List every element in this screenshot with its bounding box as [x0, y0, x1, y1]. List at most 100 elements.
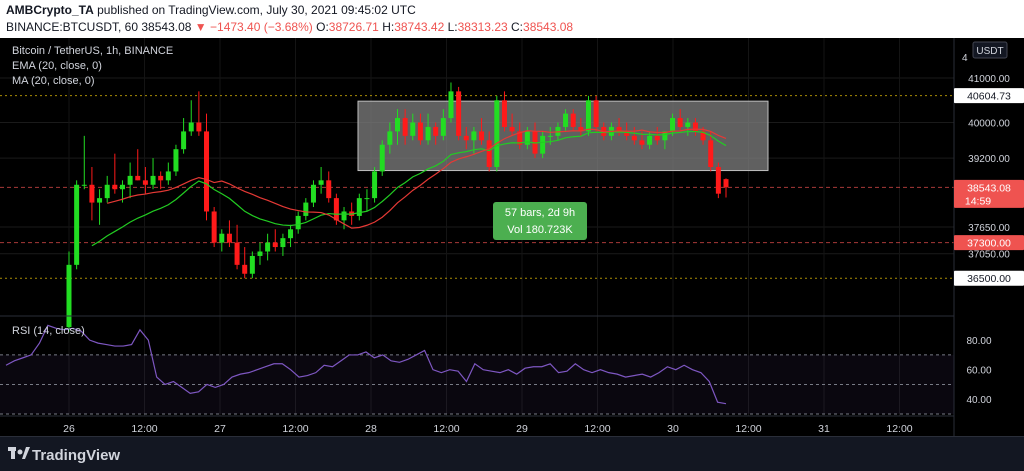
candle-body: [578, 126, 584, 132]
measure-bars: 57 bars, 2d 9h: [505, 207, 575, 219]
rsi-axis-ticks: 80.00 60.00 40.00: [966, 336, 991, 406]
low-value: 38313.23: [457, 20, 508, 34]
candle-body: [142, 180, 148, 185]
price-label: 36500.00: [967, 273, 1011, 285]
candle-body: [433, 126, 439, 136]
last-price: 38543.08: [141, 20, 192, 34]
candle-body: [181, 131, 187, 150]
candle-body: [97, 198, 103, 203]
chart-title[interactable]: Bitcoin / TetherUS, 1h, BINANCE: [12, 45, 173, 57]
candle-body: [127, 175, 133, 185]
candle-body: [249, 255, 255, 274]
symbol-line: BINANCE:BTCUSDT, 60 38543.08 ▼ −1473.40 …: [6, 20, 573, 34]
candle-body: [364, 198, 370, 200]
footer: TradingView: [0, 436, 1024, 471]
candle-body: [326, 180, 332, 199]
price-label: 38543.08: [967, 182, 1011, 194]
candle-body: [425, 126, 431, 141]
price-label: 37300.00: [967, 238, 1011, 250]
x-tick-label: 12:00: [584, 423, 610, 435]
candle-body: [700, 131, 706, 141]
chart-area[interactable]: 57 bars, 2d 9h Vol 180.723K Bitcoin / Te…: [0, 38, 1024, 436]
candle-body: [547, 135, 553, 137]
x-tick-label: 12:00: [131, 423, 157, 435]
candle-body: [402, 118, 408, 136]
candle-body: [685, 122, 691, 127]
footer-brand[interactable]: TradingView: [32, 447, 121, 464]
candle-body: [463, 135, 469, 141]
candle-body: [639, 140, 645, 145]
chart-svg[interactable]: 57 bars, 2d 9h Vol 180.723K Bitcoin / Te…: [0, 38, 1024, 436]
close-value: 38543.08: [523, 20, 574, 34]
currency-badge[interactable]: USDT: [972, 41, 1008, 59]
candle-body: [509, 126, 515, 132]
y-tick-label: 41000.00: [968, 74, 1010, 85]
candle-body: [471, 131, 477, 141]
measure-volume: Vol 180.723K: [507, 224, 573, 236]
price-label-bg: [954, 179, 1024, 208]
candle-body: [486, 140, 492, 167]
candle-body: [74, 184, 80, 265]
candle-body: [196, 122, 202, 132]
candle-body: [593, 100, 599, 127]
x-tick-label: 29: [516, 423, 528, 435]
candle-body: [173, 149, 179, 172]
ma-line: [107, 128, 727, 229]
candle-body: [288, 229, 294, 239]
measure-label[interactable]: 57 bars, 2d 9h Vol 180.723K: [493, 202, 587, 240]
candle-body: [662, 131, 668, 141]
candle-body: [165, 171, 171, 181]
tradingview-logo-icon: [8, 447, 30, 459]
rsi-legend[interactable]: RSI (14, close): [12, 325, 85, 337]
candle-body: [234, 242, 240, 265]
candle-body: [563, 113, 569, 127]
clipped-tick: 4: [962, 53, 968, 64]
publish-header: AMBCrypto_TA published on TradingView.co…: [0, 0, 1024, 38]
x-tick-label: 26: [63, 423, 75, 435]
candle-body: [265, 242, 271, 252]
candle-body: [456, 91, 462, 136]
x-tick-label: 30: [667, 423, 679, 435]
candle-body: [670, 118, 676, 132]
candle-body: [379, 144, 385, 172]
candle-body: [280, 238, 286, 248]
rsi-tick-label: 40.00: [966, 395, 991, 406]
candle-body: [631, 135, 637, 141]
candle-body: [417, 122, 423, 141]
y-tick-label: 40000.00: [968, 119, 1010, 130]
candle-body: [585, 100, 591, 132]
x-tick-label: 12:00: [886, 423, 912, 435]
publish-line: AMBCrypto_TA published on TradingView.co…: [6, 3, 416, 17]
candle-body: [501, 100, 507, 127]
x-tick-label: 12:00: [735, 423, 761, 435]
candle-body: [570, 113, 576, 127]
ma-legend[interactable]: MA (20, close, 0): [12, 75, 95, 87]
x-tick-label: 28: [365, 423, 377, 435]
price-label-bg: [954, 88, 1024, 104]
candle-body: [333, 198, 339, 221]
candles: [66, 82, 729, 332]
candle-body: [188, 122, 194, 132]
x-axis-ticks: 26 12:00 27 12:00 28 12:00 29 12:00 30 12:00 31 12:…: [63, 423, 913, 435]
high-label: H:: [382, 20, 395, 34]
currency-label: USDT: [976, 46, 1003, 57]
candle-body: [211, 211, 217, 243]
down-arrow-icon: ▼: [194, 20, 207, 34]
rsi-tick-label: 80.00: [966, 336, 991, 347]
open-value: 38726.71: [328, 20, 379, 34]
candle-body: [387, 131, 393, 145]
candle-body: [310, 184, 316, 203]
candle-body: [272, 242, 278, 248]
candle-body: [295, 215, 301, 230]
horizontal-lines: [0, 95, 954, 279]
ema-line: [91, 130, 727, 247]
candle-body: [158, 175, 164, 181]
price-label: 40604.73: [967, 91, 1011, 103]
candle-body: [647, 135, 653, 145]
low-label: L:: [447, 20, 458, 34]
author-name[interactable]: AMBCrypto_TA: [6, 3, 94, 17]
rsi-line: [5, 324, 727, 405]
ema-legend[interactable]: EMA (20, close, 0): [12, 60, 102, 72]
candle-body: [104, 184, 110, 199]
